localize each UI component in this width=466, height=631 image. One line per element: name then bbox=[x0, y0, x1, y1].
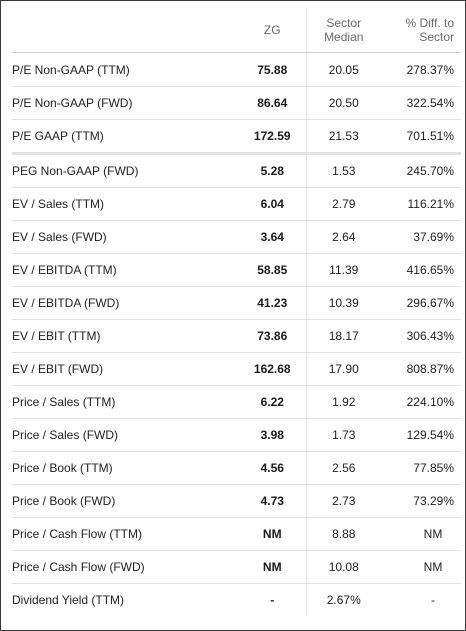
ticker-value-cell: 4.73 bbox=[239, 484, 306, 518]
ticker-value-cell: 3.98 bbox=[239, 418, 306, 452]
sector-median-column-header: Sector Median bbox=[305, 8, 381, 53]
pct-diff-cell: NM bbox=[381, 550, 461, 584]
table-row: Price / Sales (FWD) 3.98 1.73 129.54% bbox=[12, 418, 461, 452]
metric-cell: EV / Sales (TTM) bbox=[12, 187, 239, 221]
metric-cell: EV / Sales (FWD) bbox=[12, 220, 239, 254]
ticker-value-cell: 4.56 bbox=[239, 451, 306, 485]
table-header-row: ZG Sector Median % Diff. to Sector bbox=[12, 8, 461, 53]
pct-diff-cell: 73.29% bbox=[381, 484, 461, 518]
sector-median-cell: 11.39 bbox=[305, 253, 381, 287]
ticker-column-header: ZG bbox=[239, 8, 306, 53]
ticker-value-cell: 6.04 bbox=[239, 187, 306, 221]
sector-median-cell: 10.39 bbox=[305, 286, 381, 320]
metric-column-header bbox=[12, 8, 239, 53]
table-row: Price / Cash Flow (FWD) NM 10.08 NM bbox=[12, 550, 461, 584]
sector-median-cell: 1.92 bbox=[305, 385, 381, 419]
pct-diff-cell: 129.54% bbox=[381, 418, 461, 452]
pct-diff-cell: 77.85% bbox=[381, 451, 461, 485]
pct-diff-cell: 808.87% bbox=[381, 352, 461, 386]
pct-diff-cell: 278.37% bbox=[381, 52, 461, 87]
metric-cell: EV / EBITDA (TTM) bbox=[12, 253, 239, 287]
pct-diff-cell: NM bbox=[381, 517, 461, 551]
ticker-value-cell: 6.22 bbox=[239, 385, 306, 419]
table-row: EV / EBITDA (TTM) 58.85 11.39 416.65% bbox=[12, 253, 461, 287]
table-row: Price / Book (TTM) 4.56 2.56 77.85% bbox=[12, 451, 461, 485]
metric-cell: P/E GAAP (TTM) bbox=[12, 119, 239, 155]
sector-median-cell: 18.17 bbox=[305, 319, 381, 353]
metric-cell: PEG Non-GAAP (FWD) bbox=[12, 153, 239, 188]
ticker-value-cell: 86.64 bbox=[239, 86, 306, 120]
table-row: P/E Non-GAAP (TTM) 75.88 20.05 278.37% bbox=[12, 52, 461, 87]
ticker-value-cell: 75.88 bbox=[239, 52, 306, 87]
table-row: EV / EBIT (FWD) 162.68 17.90 808.87% bbox=[12, 352, 461, 386]
sector-median-header-label: Sector Median bbox=[324, 16, 364, 44]
pct-diff-header-label: % Diff. to Sector bbox=[405, 16, 454, 44]
ticker-value-cell: 162.68 bbox=[239, 352, 306, 386]
pct-diff-cell: 296.67% bbox=[381, 286, 461, 320]
pct-diff-cell: 306.43% bbox=[381, 319, 461, 353]
table-row: EV / Sales (TTM) 6.04 2.79 116.21% bbox=[12, 187, 461, 221]
sector-median-cell: 1.73 bbox=[305, 418, 381, 452]
ticker-value-cell: 41.23 bbox=[239, 286, 306, 320]
metric-cell: P/E Non-GAAP (FWD) bbox=[12, 86, 239, 120]
pct-diff-cell: 116.21% bbox=[381, 187, 461, 221]
sector-median-cell: 2.56 bbox=[305, 451, 381, 485]
metric-cell: Price / Book (TTM) bbox=[12, 451, 239, 485]
metric-cell: Price / Cash Flow (TTM) bbox=[12, 517, 239, 551]
ticker-value-cell: 73.86 bbox=[239, 319, 306, 353]
metric-cell: Price / Book (FWD) bbox=[12, 484, 239, 518]
table-row: Price / Sales (TTM) 6.22 1.92 224.10% bbox=[12, 385, 461, 419]
sector-median-cell: 2.64 bbox=[305, 220, 381, 254]
pct-diff-cell: - bbox=[431, 593, 435, 607]
table-row: EV / EBITDA (FWD) 41.23 10.39 296.67% bbox=[12, 286, 461, 320]
metric-cell: Price / Sales (TTM) bbox=[12, 385, 239, 419]
sector-median-cell: 2.73 bbox=[305, 484, 381, 518]
ticker-value-cell: NM bbox=[239, 550, 306, 584]
table-body: P/E Non-GAAP (TTM) 75.88 20.05 278.37% P/E N… bbox=[12, 52, 461, 616]
sector-median-cell: 2.67% bbox=[305, 583, 381, 616]
sector-median-cell: 20.05 bbox=[305, 52, 381, 87]
ticker-value-cell: 58.85 bbox=[239, 253, 306, 287]
metric-cell: P/E Non-GAAP (TTM) bbox=[12, 52, 239, 87]
pct-diff-cell: 37.69% bbox=[381, 220, 461, 254]
pct-diff-cell: 245.70% bbox=[381, 153, 461, 188]
metric-cell: EV / EBITDA (FWD) bbox=[12, 286, 239, 320]
ticker-value-cell: 172.59 bbox=[239, 119, 306, 155]
sector-median-cell: 8.88 bbox=[305, 517, 381, 551]
ticker-value-cell: 5.28 bbox=[239, 153, 306, 188]
ticker-value-cell: - bbox=[270, 593, 275, 607]
sector-median-cell: 21.53 bbox=[305, 119, 381, 155]
table-row: Dividend Yield (TTM) - 2.67% - bbox=[12, 583, 461, 616]
pct-diff-cell: 701.51% bbox=[381, 119, 461, 155]
pct-diff-cell: 416.65% bbox=[381, 253, 461, 287]
sector-median-cell: 20.50 bbox=[305, 86, 381, 120]
table-row: P/E GAAP (TTM) 172.59 21.53 701.51% bbox=[12, 119, 461, 155]
sector-median-cell: 2.79 bbox=[305, 187, 381, 221]
table-row: EV / Sales (FWD) 3.64 2.64 37.69% bbox=[12, 220, 461, 254]
table-row: PEG Non-GAAP (FWD) 5.28 1.53 245.70% bbox=[12, 153, 461, 188]
sector-median-cell: 17.90 bbox=[305, 352, 381, 386]
table-row: P/E Non-GAAP (FWD) 86.64 20.50 322.54% bbox=[12, 86, 461, 120]
sector-median-cell: 10.08 bbox=[305, 550, 381, 584]
metric-cell: Dividend Yield (TTM) bbox=[12, 593, 125, 607]
sector-median-cell: 1.53 bbox=[305, 153, 381, 188]
valuation-table: ZG Sector Median % Diff. to Sector P/E N… bbox=[12, 8, 461, 616]
pct-diff-cell: 224.10% bbox=[381, 385, 461, 419]
metric-cell: Price / Cash Flow (FWD) bbox=[12, 550, 239, 584]
metric-cell: Price / Sales (FWD) bbox=[12, 418, 239, 452]
ticker-value-cell: 3.64 bbox=[239, 220, 306, 254]
table-row: Price / Cash Flow (TTM) NM 8.88 NM bbox=[12, 517, 461, 551]
metric-cell: EV / EBIT (TTM) bbox=[12, 319, 239, 353]
table-row: EV / EBIT (TTM) 73.86 18.17 306.43% bbox=[12, 319, 461, 353]
table-row: Price / Book (FWD) 4.73 2.73 73.29% bbox=[12, 484, 461, 518]
pct-diff-column-header: % Diff. to Sector bbox=[381, 8, 461, 53]
metric-cell: EV / EBIT (FWD) bbox=[12, 352, 239, 386]
pct-diff-cell: 322.54% bbox=[381, 86, 461, 120]
ticker-value-cell: NM bbox=[239, 517, 306, 551]
